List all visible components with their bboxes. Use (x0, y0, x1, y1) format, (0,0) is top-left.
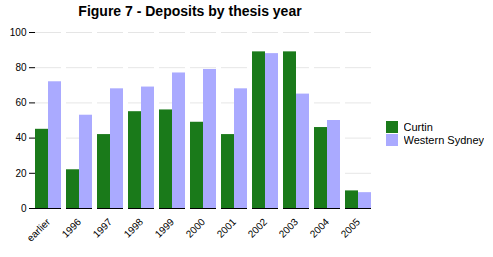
svg-text:60: 60 (15, 97, 27, 108)
html-text:Figure 7 - Deposits by thesis: Figure 7 - Deposits by thesis year (78, 3, 302, 19)
html-text:Western Sydney: Western Sydney (403, 134, 484, 147)
svg-text:1999: 1999 (153, 216, 177, 240)
svg-text:2003: 2003 (277, 216, 301, 240)
svg-text:0: 0 (21, 203, 27, 214)
svg-text:2000: 2000 (184, 216, 208, 240)
svg-text:2001: 2001 (215, 216, 239, 240)
svg-text:1997: 1997 (91, 216, 115, 240)
svg-text:2005: 2005 (339, 216, 363, 240)
svg-text:20: 20 (15, 168, 27, 179)
svg-text:earlier: earlier (25, 216, 53, 244)
svg-text:2002: 2002 (246, 216, 270, 240)
svg-text:100: 100 (10, 27, 27, 38)
html-text:Curtin: Curtin (403, 121, 433, 134)
svg-text:1998: 1998 (122, 216, 146, 240)
svg-text:1996: 1996 (60, 216, 84, 240)
svg-text:2004: 2004 (308, 216, 332, 240)
svg-text:40: 40 (15, 132, 27, 143)
svg-text:80: 80 (15, 62, 27, 73)
